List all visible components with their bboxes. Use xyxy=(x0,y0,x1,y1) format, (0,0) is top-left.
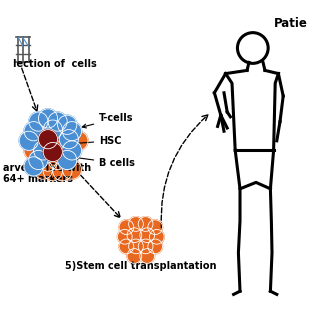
Circle shape xyxy=(48,112,67,131)
Circle shape xyxy=(127,228,142,243)
Circle shape xyxy=(58,150,77,170)
Circle shape xyxy=(129,239,143,254)
Circle shape xyxy=(29,150,48,170)
Circle shape xyxy=(148,239,163,254)
Circle shape xyxy=(34,141,53,160)
Circle shape xyxy=(24,141,43,160)
Circle shape xyxy=(53,120,72,139)
Circle shape xyxy=(140,228,155,243)
Circle shape xyxy=(59,130,78,149)
Circle shape xyxy=(53,162,72,181)
Circle shape xyxy=(34,122,53,141)
Circle shape xyxy=(48,150,67,170)
Circle shape xyxy=(62,141,82,160)
Circle shape xyxy=(138,217,153,231)
Circle shape xyxy=(119,220,134,235)
Circle shape xyxy=(38,152,58,171)
Circle shape xyxy=(62,160,82,179)
Circle shape xyxy=(117,229,132,244)
Circle shape xyxy=(43,162,62,181)
Circle shape xyxy=(58,115,77,134)
Circle shape xyxy=(29,131,48,150)
Circle shape xyxy=(29,112,48,131)
Text: HSC: HSC xyxy=(71,136,122,146)
Text: T-cells: T-cells xyxy=(82,113,134,128)
Circle shape xyxy=(127,249,142,263)
Circle shape xyxy=(38,130,58,149)
Circle shape xyxy=(119,239,134,254)
Text: Patie: Patie xyxy=(274,17,308,30)
Circle shape xyxy=(24,157,43,176)
Circle shape xyxy=(34,160,53,179)
Circle shape xyxy=(149,229,164,244)
Circle shape xyxy=(50,131,69,150)
Circle shape xyxy=(43,120,62,139)
Circle shape xyxy=(62,122,82,141)
Circle shape xyxy=(43,142,62,162)
Circle shape xyxy=(24,122,43,141)
Text: arvest HSC with
64+ markers: arvest HSC with 64+ markers xyxy=(3,163,91,184)
Circle shape xyxy=(53,141,72,160)
Circle shape xyxy=(19,131,38,150)
Circle shape xyxy=(69,131,88,150)
Text: 5)Stem cell transplantation: 5)Stem cell transplantation xyxy=(65,261,217,271)
Circle shape xyxy=(148,220,163,235)
Circle shape xyxy=(138,239,153,254)
Circle shape xyxy=(38,109,58,128)
Circle shape xyxy=(140,249,155,263)
Text: lection of  cells: lection of cells xyxy=(13,59,97,69)
Circle shape xyxy=(129,217,143,231)
Text: B cells: B cells xyxy=(74,156,135,168)
